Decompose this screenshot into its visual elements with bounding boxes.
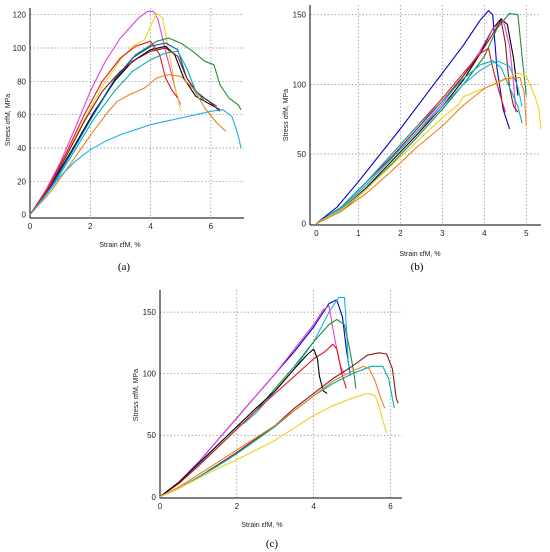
y-tick-label: 100	[293, 80, 307, 89]
series-line-10	[159, 392, 388, 498]
series-line-10	[29, 109, 242, 216]
x-tick-label: 0	[28, 222, 33, 231]
series-line-1	[29, 10, 182, 215]
x-axis-label: Strain εfM, %	[399, 251, 440, 258]
series-line-3	[29, 37, 242, 216]
y-tick-label: 50	[297, 150, 306, 159]
series-line-5	[159, 343, 347, 498]
series-line-6	[29, 47, 221, 216]
series-line-8	[316, 60, 523, 225]
series-line-6	[159, 348, 328, 498]
series-line-1	[315, 10, 511, 225]
y-tick-label: 50	[147, 431, 156, 440]
y-axis-label: Stress σfM, MPa	[5, 94, 12, 146]
series-line-4	[316, 19, 517, 225]
y-tick-label: 0	[302, 220, 307, 229]
x-tick-label: 0	[158, 502, 163, 511]
x-tick-label: 5	[524, 229, 529, 238]
y-tick-label: 40	[17, 144, 26, 153]
x-tick-label: 2	[235, 502, 240, 511]
y-tick-label: 80	[17, 77, 26, 86]
x-tick-label: 6	[388, 502, 393, 511]
x-tick-label: 2	[88, 222, 93, 231]
x-axis-label: Strain εfM, %	[241, 522, 282, 529]
y-tick-label: 150	[293, 11, 307, 20]
x-tick-label: 3	[440, 229, 445, 238]
series-line-9	[29, 74, 227, 216]
x-tick-label: 1	[356, 229, 361, 238]
series-line-7	[159, 352, 399, 498]
series-line-5	[315, 19, 519, 225]
y-tick-label: 60	[17, 111, 26, 120]
y-tick-label: 20	[17, 177, 26, 186]
x-tick-label: 4	[482, 229, 487, 238]
x-tick-label: 4	[148, 222, 153, 231]
series-line-3	[159, 305, 345, 498]
y-tick-label: 0	[22, 211, 27, 220]
panel-label: (b)	[411, 261, 424, 273]
chart-panel-c: 0 2 4 6 0 50 100 150 Strain εfM, % Stress σfM, MP…	[133, 290, 402, 550]
y-axis-label: Stress σfM, MPa	[133, 369, 140, 421]
y-axis-label: Stress σfM, MPa	[283, 89, 290, 141]
x-axis-label: Strain εfM, %	[99, 242, 140, 249]
panel-label: (a)	[118, 261, 131, 273]
x-tick-label: 6	[209, 222, 214, 231]
y-tick-label: 100	[143, 370, 157, 379]
x-tick-label: 0	[314, 229, 319, 238]
series-line-7	[29, 40, 179, 216]
y-tick-label: 0	[152, 493, 157, 502]
x-tick-label: 2	[398, 229, 403, 238]
series-line-7	[315, 60, 523, 225]
series-line-4	[29, 45, 221, 216]
y-tick-label: 120	[13, 11, 27, 20]
series-line-8	[29, 50, 206, 216]
y-tick-label: 150	[143, 308, 157, 317]
series-line-3	[316, 18, 519, 225]
series-line-10	[316, 76, 527, 225]
y-tick-label: 100	[13, 44, 27, 53]
series-line-1	[159, 299, 351, 498]
series-line-9	[159, 365, 386, 498]
x-tick-label: 4	[311, 502, 316, 511]
panel-label: (c)	[266, 538, 279, 550]
series-line-9	[316, 72, 542, 225]
